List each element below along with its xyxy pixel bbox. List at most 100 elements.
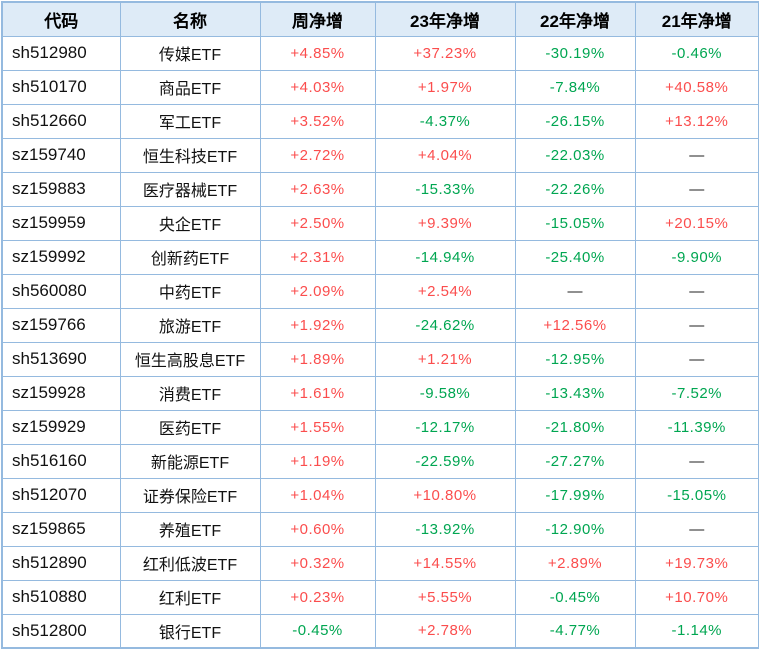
cell-name: 新能源ETF	[119, 443, 261, 479]
cell-code: sz159740	[1, 137, 121, 173]
table-row: sz159865 养殖ETF +0.60% -13.92% -12.90% —	[1, 511, 759, 547]
cell-name: 养殖ETF	[119, 511, 261, 547]
cell-2021-net-increase: -15.05%	[634, 477, 759, 513]
table-row: sz159928 消费ETF +1.61% -9.58% -13.43% -7.52%	[1, 375, 759, 411]
cell-code: sh512800	[1, 613, 121, 649]
cell-name: 红利ETF	[119, 579, 261, 615]
cell-week-net-increase: +1.04%	[259, 477, 376, 513]
cell-name: 商品ETF	[119, 69, 261, 105]
header-2023-net-increase: 23年净增	[374, 1, 516, 37]
cell-2021-net-increase: —	[634, 137, 759, 173]
cell-2023-net-increase: +2.54%	[374, 273, 516, 309]
cell-2021-net-increase: —	[634, 273, 759, 309]
cell-2023-net-increase: -14.94%	[374, 239, 516, 275]
cell-2021-net-increase: -7.52%	[634, 375, 759, 411]
cell-2022-net-increase: -21.80%	[514, 409, 636, 445]
cell-code: sz159883	[1, 171, 121, 207]
cell-week-net-increase: +0.32%	[259, 545, 376, 581]
cell-2022-net-increase: -12.95%	[514, 341, 636, 377]
cell-2022-net-increase: -4.77%	[514, 613, 636, 649]
cell-code: sz159928	[1, 375, 121, 411]
table-row: sh510170 商品ETF +4.03% +1.97% -7.84% +40.58%	[1, 69, 759, 105]
cell-name: 证券保险ETF	[119, 477, 261, 513]
cell-2023-net-increase: -15.33%	[374, 171, 516, 207]
cell-2021-net-increase: -1.14%	[634, 613, 759, 649]
table-row: sh512980 传媒ETF +4.85% +37.23% -30.19% -0.46%	[1, 35, 759, 71]
cell-2021-net-increase: —	[634, 171, 759, 207]
cell-2022-net-increase: -22.26%	[514, 171, 636, 207]
cell-week-net-increase: +1.19%	[259, 443, 376, 479]
cell-2023-net-increase: +2.78%	[374, 613, 516, 649]
cell-name: 恒生高股息ETF	[119, 341, 261, 377]
cell-week-net-increase: +2.09%	[259, 273, 376, 309]
cell-2023-net-increase: +4.04%	[374, 137, 516, 173]
cell-name: 医药ETF	[119, 409, 261, 445]
cell-2023-net-increase: +1.21%	[374, 341, 516, 377]
cell-week-net-increase: +1.61%	[259, 375, 376, 411]
cell-name: 恒生科技ETF	[119, 137, 261, 173]
cell-code: sh510880	[1, 579, 121, 615]
cell-2023-net-increase: -4.37%	[374, 103, 516, 139]
cell-2022-net-increase: +12.56%	[514, 307, 636, 343]
cell-2022-net-increase: -15.05%	[514, 205, 636, 241]
cell-2022-net-increase: -13.43%	[514, 375, 636, 411]
cell-week-net-increase: +3.52%	[259, 103, 376, 139]
cell-week-net-increase: +1.92%	[259, 307, 376, 343]
cell-2021-net-increase: +10.70%	[634, 579, 759, 615]
cell-code: sh516160	[1, 443, 121, 479]
table-row: sz159992 创新药ETF +2.31% -14.94% -25.40% -9.90%	[1, 239, 759, 275]
header-2021-net-increase: 21年净增	[634, 1, 759, 37]
table-row: sh513690 恒生高股息ETF +1.89% +1.21% -12.95% —	[1, 341, 759, 377]
table-row: sz159766 旅游ETF +1.92% -24.62% +12.56% —	[1, 307, 759, 343]
cell-2021-net-increase: —	[634, 341, 759, 377]
cell-2022-net-increase: -26.15%	[514, 103, 636, 139]
cell-week-net-increase: +1.89%	[259, 341, 376, 377]
table-row: sh512660 军工ETF +3.52% -4.37% -26.15% +13.12%	[1, 103, 759, 139]
cell-week-net-increase: +2.31%	[259, 239, 376, 275]
cell-week-net-increase: +4.85%	[259, 35, 376, 71]
header-row: 代码 名称 周净增 23年净增 22年净增 21年净增	[1, 1, 759, 37]
cell-2021-net-increase: +40.58%	[634, 69, 759, 105]
cell-name: 旅游ETF	[119, 307, 261, 343]
cell-2023-net-increase: -13.92%	[374, 511, 516, 547]
cell-2023-net-increase: -12.17%	[374, 409, 516, 445]
cell-2023-net-increase: +1.97%	[374, 69, 516, 105]
cell-code: sh513690	[1, 341, 121, 377]
cell-week-net-increase: +2.72%	[259, 137, 376, 173]
cell-2021-net-increase: +13.12%	[634, 103, 759, 139]
cell-2021-net-increase: —	[634, 307, 759, 343]
cell-2022-net-increase: -0.45%	[514, 579, 636, 615]
cell-2022-net-increase: -12.90%	[514, 511, 636, 547]
cell-2023-net-increase: -22.59%	[374, 443, 516, 479]
table-row: sh512800 银行ETF -0.45% +2.78% -4.77% -1.14%	[1, 613, 759, 649]
cell-name: 红利低波ETF	[119, 545, 261, 581]
cell-name: 创新药ETF	[119, 239, 261, 275]
cell-2021-net-increase: —	[634, 443, 759, 479]
table-row: sh516160 新能源ETF +1.19% -22.59% -27.27% —	[1, 443, 759, 479]
cell-name: 消费ETF	[119, 375, 261, 411]
table-header: 代码 名称 周净增 23年净增 22年净增 21年净增	[1, 1, 759, 37]
cell-code: sh512070	[1, 477, 121, 513]
cell-2022-net-increase: -30.19%	[514, 35, 636, 71]
table-body: sh512980 传媒ETF +4.85% +37.23% -30.19% -0.46% s…	[1, 35, 759, 649]
cell-2022-net-increase: -22.03%	[514, 137, 636, 173]
cell-name: 央企ETF	[119, 205, 261, 241]
cell-week-net-increase: -0.45%	[259, 613, 376, 649]
cell-2023-net-increase: +9.39%	[374, 205, 516, 241]
cell-code: sh512660	[1, 103, 121, 139]
header-code: 代码	[1, 1, 121, 37]
cell-name: 医疗器械ETF	[119, 171, 261, 207]
cell-2021-net-increase: +19.73%	[634, 545, 759, 581]
table-row: sh560080 中药ETF +2.09% +2.54% — —	[1, 273, 759, 309]
cell-2023-net-increase: -24.62%	[374, 307, 516, 343]
header-2022-net-increase: 22年净增	[514, 1, 636, 37]
cell-2021-net-increase: +20.15%	[634, 205, 759, 241]
cell-2021-net-increase: -11.39%	[634, 409, 759, 445]
cell-name: 银行ETF	[119, 613, 261, 649]
cell-week-net-increase: +4.03%	[259, 69, 376, 105]
cell-2021-net-increase: —	[634, 511, 759, 547]
cell-name: 军工ETF	[119, 103, 261, 139]
cell-week-net-increase: +2.63%	[259, 171, 376, 207]
